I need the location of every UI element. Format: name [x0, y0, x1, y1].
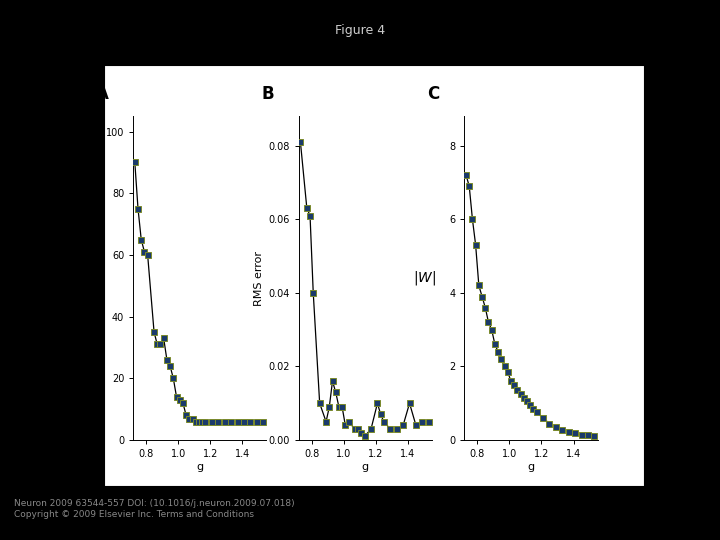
Text: C: C [427, 85, 439, 103]
Y-axis label: # periods trained: # periods trained [91, 229, 102, 327]
Text: A: A [96, 85, 109, 103]
X-axis label: g: g [197, 462, 203, 472]
X-axis label: g: g [528, 462, 534, 472]
X-axis label: g: g [362, 462, 369, 472]
Text: Neuron 2009 63544-557 DOI: (10.1016/j.neuron.2009.07.018)
Copyright © 2009 Elsev: Neuron 2009 63544-557 DOI: (10.1016/j.ne… [14, 500, 295, 519]
Text: Figure 4: Figure 4 [335, 24, 385, 37]
Text: B: B [261, 85, 274, 103]
Text: $|W|$: $|W|$ [413, 269, 436, 287]
Y-axis label: RMS error: RMS error [254, 251, 264, 306]
